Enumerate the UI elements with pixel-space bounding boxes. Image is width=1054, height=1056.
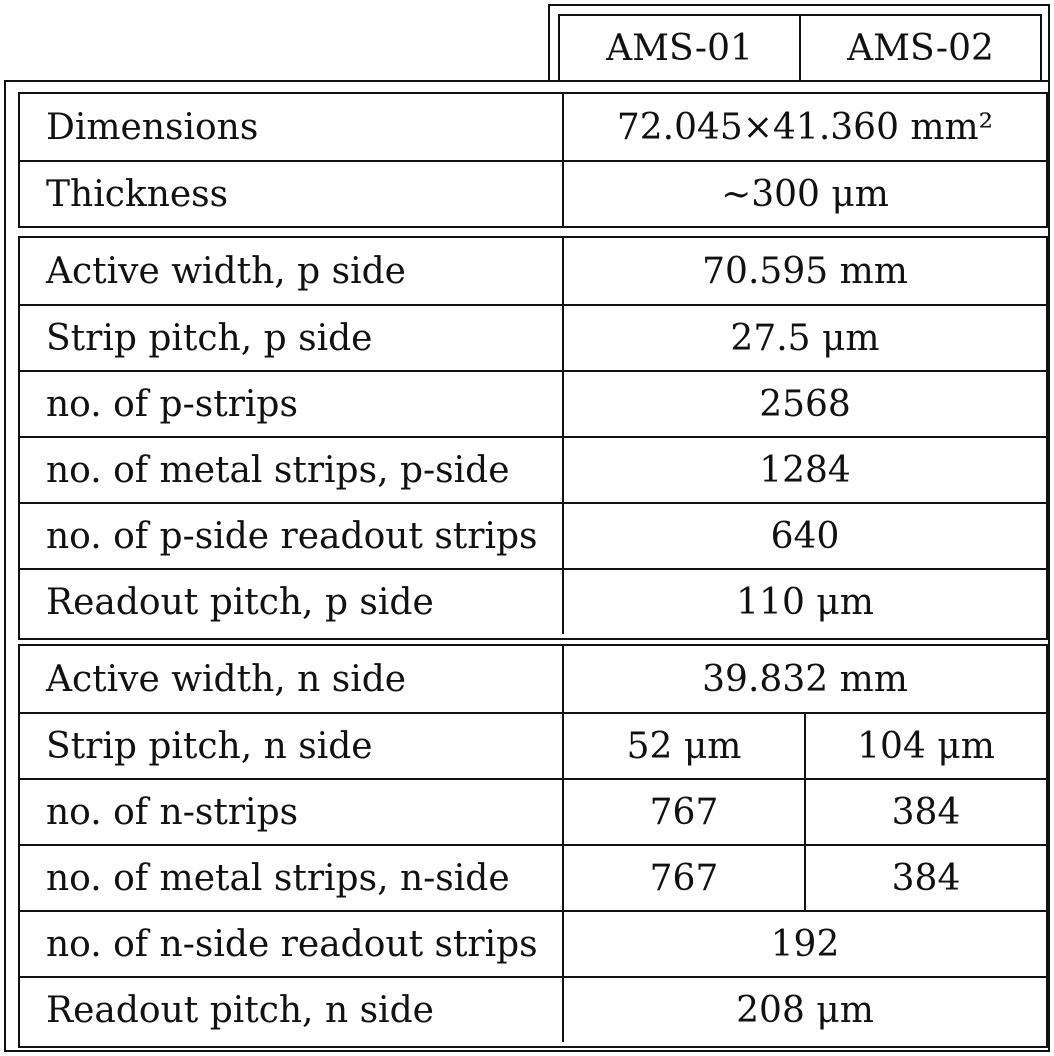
table-row: Strip pitch, p side 27.5 μm [20,304,1046,370]
row-value: 640 [770,515,840,557]
row-value-ams-02: 384 [804,780,1046,844]
row-label: Readout pitch, p side [20,570,564,634]
row-value: 208 μm [736,989,874,1031]
row-label: no. of n-strips [20,780,564,844]
table-row: Thickness ∼300 μm [20,160,1046,226]
row-value-ams-01: 767 [649,857,719,899]
row-label: Active width, p side [20,238,564,304]
row-value: 110 μm [736,581,874,623]
table-row: no. of p-strips 2568 [20,370,1046,436]
table-row: no. of p-side readout strips 640 [20,502,1046,568]
row-value: 39.832 mm [702,658,908,700]
row-label: Strip pitch, p side [20,306,564,370]
row-label: Readout pitch, n side [20,978,564,1042]
table-row: Dimensions 72.045×41.360 mm² [20,94,1046,160]
row-label: no. of p-strips [20,372,564,436]
column-header-ams-01: AMS-01 [606,27,753,69]
row-value-ams-01: 52 μm [626,725,742,767]
group-general: Dimensions 72.045×41.360 mm² Thickness ∼… [18,92,1048,228]
row-label: no. of n-side readout strips [20,912,564,976]
row-label: Dimensions [20,94,564,160]
row-value-pair: 767 384 [564,780,1046,844]
row-label: no. of metal strips, n-side [20,846,564,910]
row-label: no. of metal strips, p-side [20,438,564,502]
row-value-pair: 767 384 [564,846,1046,910]
table-row: Strip pitch, n side 52 μm 104 μm [20,712,1046,778]
table-row: no. of n-side readout strips 192 [20,910,1046,976]
table-row: Readout pitch, p side 110 μm [20,568,1046,634]
row-value: ∼300 μm [721,173,889,215]
table-row: Active width, p side 70.595 mm [20,238,1046,304]
table-row: Readout pitch, n side 208 μm [20,976,1046,1042]
table-row: no. of metal strips, n-side 767 384 [20,844,1046,910]
row-value: 72.045×41.360 mm² [616,106,994,148]
row-value-ams-02: 104 μm [804,714,1046,778]
table-row: no. of n-strips 767 384 [20,778,1046,844]
column-header: AMS-01 AMS-02 [558,14,1042,82]
row-value-ams-02: 384 [804,846,1046,910]
row-value: 192 [770,923,840,965]
group-n-side: Active width, n side 39.832 mm Strip pit… [18,644,1048,1048]
row-value-ams-01: 767 [649,791,719,833]
row-value: 70.595 mm [702,250,908,292]
row-label: no. of p-side readout strips [20,504,564,568]
table-row: Active width, n side 39.832 mm [20,646,1046,712]
group-p-side: Active width, p side 70.595 mm Strip pit… [18,236,1048,640]
row-label: Strip pitch, n side [20,714,564,778]
column-header-ams-02: AMS-02 [799,16,1040,80]
row-value: 2568 [759,383,851,425]
row-value-pair: 52 μm 104 μm [564,714,1046,778]
row-value: 1284 [759,449,851,491]
row-label: Thickness [20,162,564,226]
header-frame [548,4,1050,82]
specs-table: Dimensions 72.045×41.360 mm² Thickness ∼… [4,80,1050,1052]
row-label: Active width, n side [20,646,564,712]
row-value: 27.5 μm [730,317,880,359]
table-row: no. of metal strips, p-side 1284 [20,436,1046,502]
